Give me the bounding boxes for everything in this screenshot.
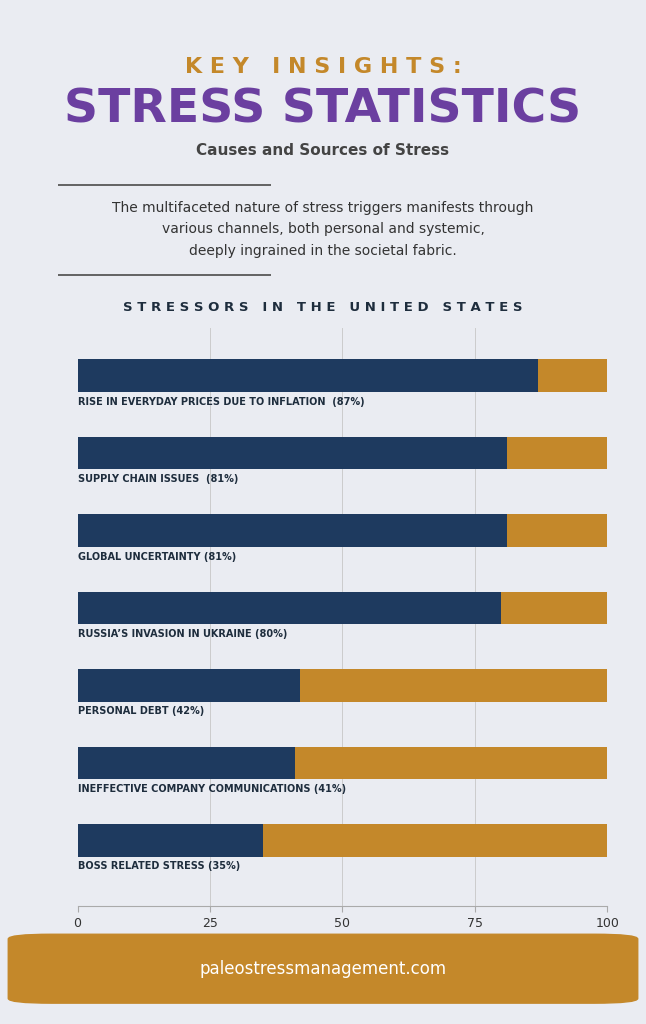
- Text: SUPPLY CHAIN ISSUES  (81%): SUPPLY CHAIN ISSUES (81%): [78, 474, 238, 484]
- Bar: [78, 437, 506, 469]
- Bar: [78, 592, 501, 625]
- Bar: [78, 824, 263, 857]
- Text: PERSONAL DEBT (42%): PERSONAL DEBT (42%): [78, 707, 203, 717]
- Bar: [78, 437, 607, 469]
- Text: K E Y   I N S I G H T S :: K E Y I N S I G H T S :: [185, 56, 461, 77]
- Text: BOSS RELATED STRESS (35%): BOSS RELATED STRESS (35%): [78, 861, 240, 871]
- Bar: [78, 514, 506, 547]
- Text: S T R E S S O R S   I N   T H E   U N I T E D   S T A T E S: S T R E S S O R S I N T H E U N I T E D …: [123, 301, 523, 313]
- Bar: [78, 359, 538, 392]
- Text: The multifaceted nature of stress triggers manifests through
various channels, b: The multifaceted nature of stress trigge…: [112, 201, 534, 258]
- Bar: [78, 514, 607, 547]
- Bar: [78, 824, 607, 857]
- FancyBboxPatch shape: [8, 934, 638, 1004]
- Text: GLOBAL UNCERTAINTY (81%): GLOBAL UNCERTAINTY (81%): [78, 552, 236, 561]
- Bar: [78, 592, 607, 625]
- Text: RISE IN EVERYDAY PRICES DUE TO INFLATION  (87%): RISE IN EVERYDAY PRICES DUE TO INFLATION…: [78, 396, 364, 407]
- Text: paleostressmanagement.com: paleostressmanagement.com: [200, 959, 446, 978]
- Bar: [78, 746, 295, 779]
- Bar: [78, 670, 607, 701]
- Bar: [78, 359, 607, 392]
- Text: Causes and Sources of Stress: Causes and Sources of Stress: [196, 143, 450, 158]
- Text: INEFFECTIVE COMPANY COMMUNICATIONS (41%): INEFFECTIVE COMPANY COMMUNICATIONS (41%): [78, 783, 346, 794]
- Text: STRESS STATISTICS: STRESS STATISTICS: [65, 87, 581, 132]
- Bar: [78, 670, 300, 701]
- Text: RUSSIA’S INVASION IN UKRAINE (80%): RUSSIA’S INVASION IN UKRAINE (80%): [78, 629, 287, 639]
- Bar: [78, 746, 607, 779]
